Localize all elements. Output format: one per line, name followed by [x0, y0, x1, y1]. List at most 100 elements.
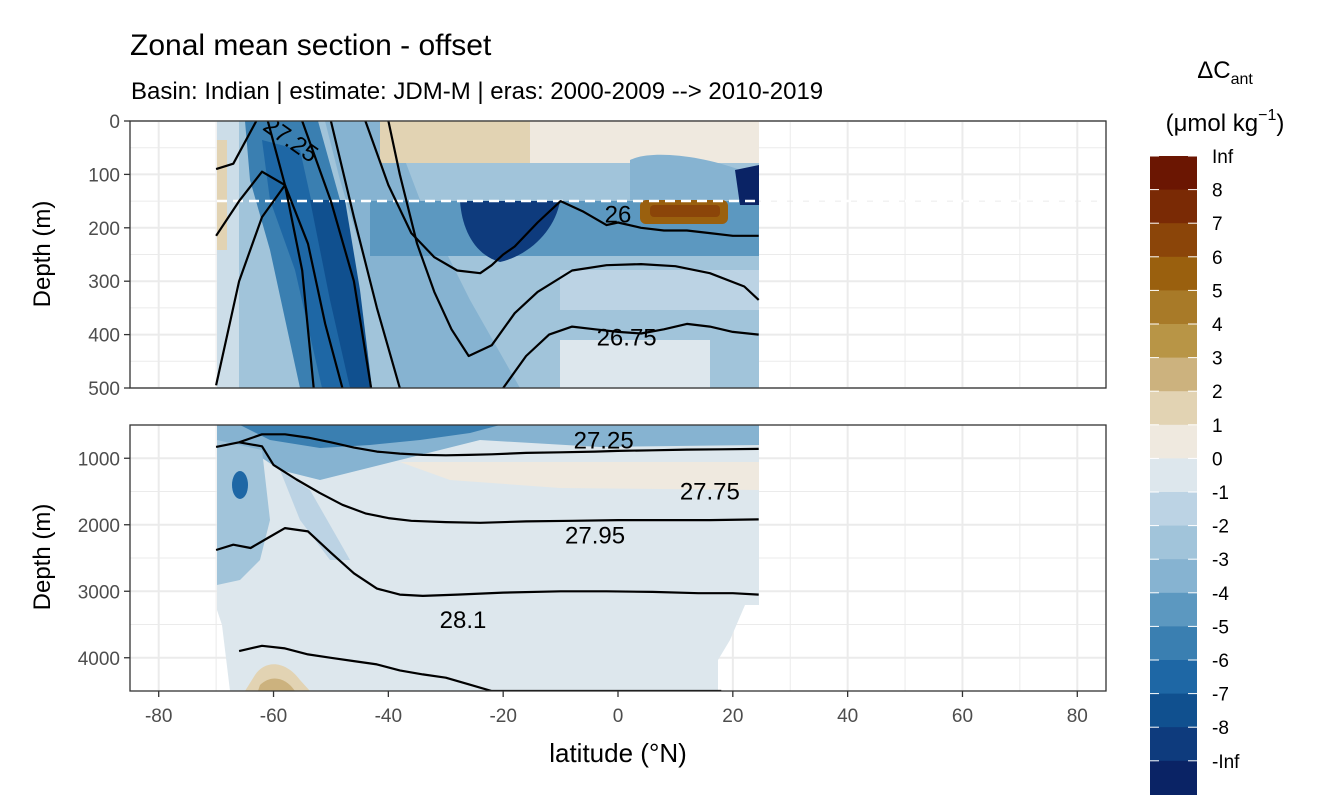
legend-units: (μmol kg−1)	[1166, 107, 1285, 137]
legend-swatch	[1150, 223, 1197, 258]
y-tick-label: 2000	[78, 516, 120, 537]
legend-swatch	[1150, 189, 1197, 224]
x-tick-label: 60	[952, 706, 973, 727]
field-patch-positive-core	[650, 205, 720, 217]
x-tick-label: 40	[837, 706, 858, 727]
legend-swatch	[1150, 357, 1197, 392]
legend-swatch	[1150, 592, 1197, 627]
y-tick-label: 3000	[78, 582, 120, 603]
field-patch-surface-blue	[630, 154, 759, 200]
legend-title-main: ΔC	[1197, 57, 1230, 84]
legend-swatch	[1150, 391, 1197, 426]
lower-panel-density-contours: 27.25 27.75 27.95 28.1	[215, 427, 759, 691]
legend-label: 3	[1212, 349, 1223, 370]
legend-swatch	[1150, 693, 1197, 728]
legend-swatch	[1150, 324, 1197, 359]
contour-label: 27.95	[565, 522, 625, 549]
legend-label: 6	[1212, 248, 1223, 269]
legend-units-close: )	[1276, 110, 1284, 137]
density-contour-line	[364, 121, 759, 275]
x-tick-label: -60	[260, 706, 287, 727]
lower-panel: 27.25 27.75 27.95 28.1 1000 2000 3000 4000	[78, 424, 1107, 692]
chart-title: Zonal mean section - offset	[130, 29, 492, 62]
field-patch-east-edge	[735, 165, 759, 205]
legend-label: -1	[1212, 483, 1229, 504]
field-lower-dark-spot	[232, 471, 248, 499]
legend-label: 5	[1212, 281, 1223, 302]
x-axis: -80 -60 -40 -20 0 20 40 60 80	[145, 691, 1088, 727]
field-patch-jet-strip	[310, 200, 372, 388]
chart-subtitle: Basin: Indian | estimate: JDM-M | eras: …	[131, 78, 823, 105]
legend-label: 1	[1212, 416, 1223, 437]
legend-label: -7	[1212, 685, 1229, 706]
legend-swatch	[1150, 660, 1197, 695]
contour-label: 28.1	[440, 607, 487, 634]
y-axis-title-lower: Depth (m)	[29, 504, 56, 611]
density-contour-line	[238, 644, 722, 691]
density-contour-line	[502, 322, 759, 388]
legend-swatch	[1150, 760, 1197, 795]
legend-swatch	[1150, 156, 1197, 191]
legend-swatch	[1150, 290, 1197, 325]
legend-swatch	[1150, 626, 1197, 661]
density-contour-line	[215, 527, 759, 597]
x-axis-title: latitude (°N)	[549, 738, 687, 768]
y-axis-title-upper: Depth (m)	[29, 201, 56, 308]
y-tick-label: 0	[109, 112, 120, 133]
legend-label: -3	[1212, 550, 1229, 571]
y-tick-label: 1000	[78, 449, 120, 470]
legend-label: -Inf	[1212, 752, 1240, 773]
x-tick-label: 20	[722, 706, 743, 727]
upper-panel-y-axis: 0 100 200 300 400 500	[88, 112, 130, 400]
density-contour-line	[238, 441, 759, 524]
y-tick-label: 4000	[78, 649, 120, 670]
legend-swatch	[1150, 727, 1197, 762]
legend-label: -2	[1212, 517, 1229, 538]
legend-label: 4	[1212, 315, 1223, 336]
density-contour-line	[329, 121, 401, 388]
legend-title: ΔCant	[1197, 57, 1253, 88]
x-tick-label: 0	[613, 706, 624, 727]
y-tick-label: 300	[88, 272, 120, 293]
legend-swatch	[1150, 256, 1197, 291]
legend-swatch	[1150, 424, 1197, 459]
legend-swatch	[1150, 525, 1197, 560]
legend-units-main: (μmol kg	[1166, 110, 1259, 137]
contour-label: 27.75	[680, 479, 740, 506]
density-contour-line	[266, 121, 344, 388]
upper-panel-border	[129, 120, 1107, 389]
contour-label: 27.25	[574, 427, 634, 454]
y-tick-label: 200	[88, 219, 120, 240]
legend-swatches	[1150, 155, 1197, 795]
legend-swatch	[1150, 458, 1197, 493]
y-tick-label: 100	[88, 165, 120, 186]
x-tick-label: 80	[1067, 706, 1088, 727]
density-contour-line	[387, 121, 760, 358]
field-lower-bottom-brown	[258, 678, 295, 691]
legend-title-subscript: ant	[1231, 71, 1254, 88]
density-contour-line	[215, 184, 286, 386]
field-patch-deep-blue-pocket	[460, 201, 560, 262]
legend-swatch	[1150, 492, 1197, 527]
density-contour-line	[215, 121, 258, 171]
field-band-west-tan	[217, 140, 227, 250]
y-tick-label: 500	[88, 379, 120, 400]
colorbar-legend: ΔCant (μmol kg−1) Inf 8 7 6 5 4 3 2 1 0 -1 -2 -3 -4 -5…	[1150, 57, 1284, 795]
legend-label: 0	[1212, 449, 1223, 470]
x-tick-label: -80	[145, 706, 172, 727]
lower-panel-offset-field	[217, 425, 759, 691]
contour-label: 26	[605, 201, 632, 228]
field-lower-mid-light	[280, 470, 350, 560]
legend-label: Inf	[1212, 147, 1234, 168]
density-contour-line	[215, 433, 759, 457]
legend-swatch	[1150, 559, 1197, 594]
legend-labels: Inf 8 7 6 5 4 3 2 1 0 -1 -2 -3 -4 -5 -6 -7 -8 -Inf	[1212, 147, 1240, 773]
legend-label: 7	[1212, 214, 1223, 235]
legend-label: -8	[1212, 718, 1229, 739]
density-contour-line	[301, 121, 373, 388]
legend-units-superscript: −1	[1258, 107, 1276, 124]
contour-label: 26.75	[597, 324, 657, 351]
legend-label: -5	[1212, 617, 1229, 638]
